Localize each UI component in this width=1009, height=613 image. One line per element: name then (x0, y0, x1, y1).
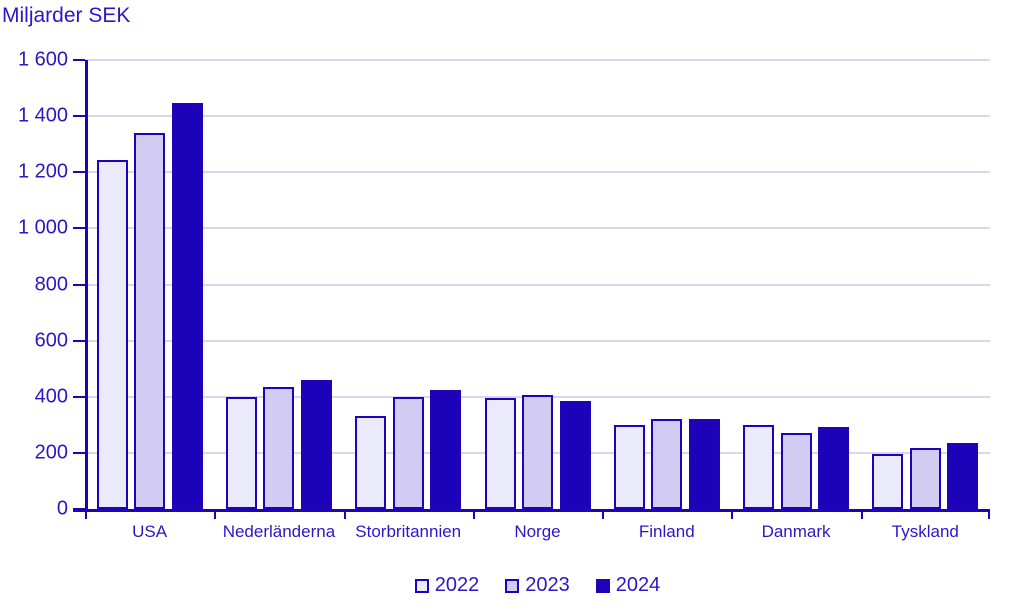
x-axis-tick-7 (988, 511, 990, 519)
bar-2023-Danmark (780, 433, 812, 509)
gridline-600 (85, 339, 990, 342)
y-tick-600 (73, 339, 85, 342)
bar-2024-Nederländerna (300, 379, 332, 509)
gridline-1400 (85, 115, 990, 118)
y-tick-label-1600: 1 600 (17, 48, 68, 71)
y-tick-400 (73, 395, 85, 398)
legend-swatch-2022 (414, 578, 429, 593)
bar-2022-USA (96, 159, 128, 509)
bar-2022-Nederländerna (225, 396, 257, 509)
gridline-800 (85, 283, 990, 286)
x-axis-tick-6 (860, 511, 863, 519)
bar-2024-Tyskland (947, 442, 979, 509)
x-category-label-Storbritannien: Storbritannien (355, 522, 462, 541)
y-tick-label-600: 600 (34, 329, 68, 352)
legend-swatch-2023 (505, 578, 520, 593)
bar-2023-Storbritannien (392, 396, 424, 509)
bar-2023-Finland (651, 419, 683, 509)
chart-legend: 2022 2023 2024 (85, 574, 990, 597)
y-tick-label-200: 200 (34, 441, 68, 464)
bar-2023-Norge (522, 395, 553, 509)
y-axis (85, 60, 88, 511)
x-category-label-Nederländerna: Nederländerna (222, 522, 336, 541)
y-tick-label-400: 400 (34, 385, 68, 408)
legend-item-2023: 2023 (505, 574, 570, 597)
legend-swatch-2024 (595, 578, 610, 593)
bar-2024-Danmark (818, 426, 850, 509)
y-tick-label-0: 0 (56, 497, 68, 520)
bar-2024-Storbritannien (430, 389, 462, 509)
legend-label-2024: 2024 (615, 574, 661, 596)
bar-2023-Nederländerna (263, 386, 295, 509)
bar-2022-Tyskland (872, 453, 904, 509)
x-axis-tick-4 (602, 511, 605, 519)
legend-label-2023: 2023 (525, 574, 570, 596)
y-tick-800 (73, 283, 85, 286)
x-axis-tick-5 (731, 511, 734, 519)
x-category-label-Finland: Finland (638, 522, 695, 541)
y-tick-1200 (73, 171, 85, 174)
bar-2022-Norge (484, 398, 516, 509)
gridline-1600 (85, 59, 990, 61)
x-axis-tick-0 (85, 511, 87, 519)
bar-2022-Finland (613, 424, 645, 509)
bar-2024-Finland (688, 418, 720, 509)
bar-2022-Storbritannien (355, 416, 387, 509)
legend-item-2022: 2022 (414, 574, 480, 597)
x-category-label-Danmark: Danmark (761, 522, 831, 541)
y-tick-label-800: 800 (34, 273, 68, 295)
x-axis-tick-1 (214, 511, 217, 519)
x-axis-tick-3 (472, 511, 475, 519)
gridline-1200 (85, 171, 990, 174)
gridline-1000 (85, 227, 990, 230)
y-tick-label-1400: 1 400 (17, 104, 68, 127)
bar-2022-Danmark (743, 424, 775, 509)
y-tick-label-1200: 1 200 (17, 160, 68, 183)
bar-2024-USA (171, 103, 203, 509)
x-category-label-Tyskland: Tyskland (891, 522, 959, 541)
legend-item-2024: 2024 (595, 574, 661, 597)
y-tick-1600 (73, 59, 85, 61)
bar-2023-Tyskland (909, 447, 941, 509)
x-category-label-Norge: Norge (514, 522, 561, 541)
bar-2024-Norge (559, 400, 591, 509)
x-category-label-USA: USA (132, 522, 168, 541)
x-axis-tick-2 (343, 511, 346, 519)
chart-title: Miljarder SEK (2, 4, 131, 27)
y-tick-label-1000: 1 000 (17, 216, 68, 239)
y-tick-1000 (73, 227, 85, 230)
bar-2023-USA (134, 132, 166, 509)
x-axis (73, 509, 990, 512)
y-tick-1400 (73, 115, 85, 118)
legend-label-2022: 2022 (434, 574, 480, 596)
y-tick-200 (73, 451, 85, 454)
